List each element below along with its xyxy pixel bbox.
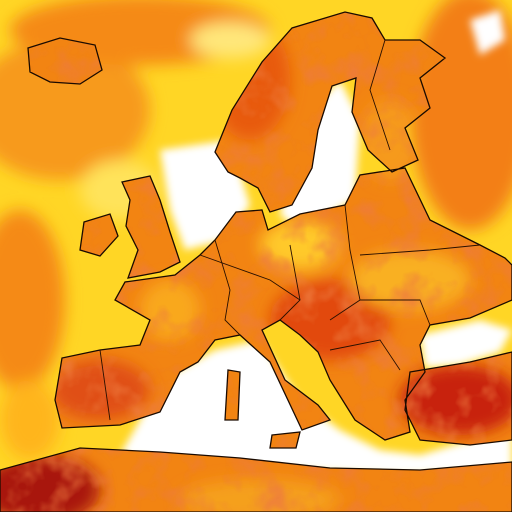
borders <box>99 39 481 421</box>
